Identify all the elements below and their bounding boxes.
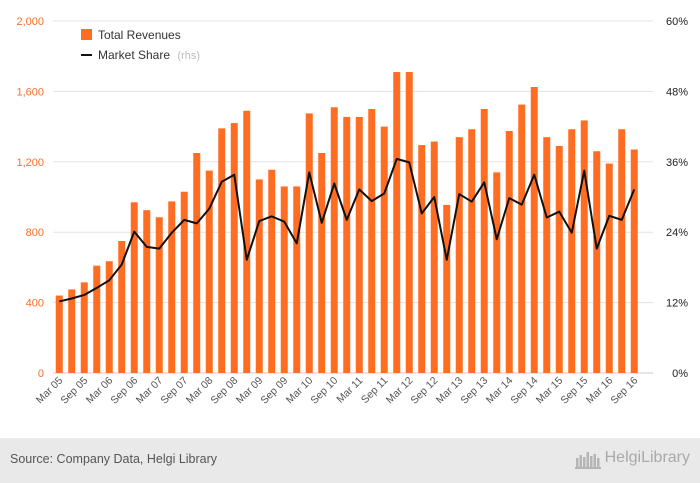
revenue-bar bbox=[380, 126, 388, 373]
y-left-tick-label: 800 bbox=[26, 227, 44, 239]
revenue-bar bbox=[93, 265, 101, 373]
x-tick-label: Sep 13 bbox=[458, 375, 490, 407]
x-tick-label: Sep 11 bbox=[359, 375, 391, 407]
revenue-bar bbox=[443, 204, 451, 373]
brand-name: HelgiLibrary bbox=[604, 449, 690, 466]
revenue-bar bbox=[530, 87, 538, 373]
revenue-bar bbox=[255, 179, 263, 373]
x-tick-label: Sep 14 bbox=[508, 375, 540, 407]
revenue-bar bbox=[155, 217, 163, 373]
legend-swatch-revenues bbox=[81, 29, 92, 40]
legend-label-revenues: Total Revenues bbox=[98, 28, 181, 42]
revenue-bar bbox=[568, 129, 576, 373]
revenue-bar bbox=[68, 289, 76, 373]
revenue-bar bbox=[555, 145, 563, 373]
y-right-tick-label: 0% bbox=[672, 368, 688, 380]
revenue-bars bbox=[55, 72, 638, 374]
y-right-tick-label: 48% bbox=[666, 86, 688, 98]
y-left-tick-label: 1,600 bbox=[16, 86, 44, 98]
y-right-tick-label: 36% bbox=[666, 157, 688, 169]
revenue-bar bbox=[168, 201, 176, 373]
y-left-tick-label: 0 bbox=[38, 368, 44, 380]
legend: Total Revenues Market Share (rhs) bbox=[81, 28, 200, 62]
x-tick-label: Sep 07 bbox=[158, 375, 190, 407]
revenue-bar bbox=[343, 116, 351, 374]
revenue-bar bbox=[243, 110, 251, 373]
revenue-bar bbox=[468, 129, 476, 373]
y-axis-right: 0% 12% 24% 36% 48% 60% bbox=[666, 16, 688, 380]
revenue-bar bbox=[543, 137, 551, 373]
revenue-bar bbox=[493, 172, 501, 373]
source-note: Source: Company Data, Helgi Library bbox=[10, 452, 218, 466]
revenue-bar bbox=[368, 109, 376, 373]
revenue-bar bbox=[180, 191, 188, 373]
x-tick-label: Sep 10 bbox=[308, 375, 340, 407]
revenue-bar bbox=[118, 241, 126, 373]
chart: 0 400 800 1,200 1,600 2,000 0% 12% 24% 36% 48% 60%… bbox=[16, 16, 688, 407]
y-right-tick-label: 60% bbox=[666, 16, 688, 28]
y-left-tick-label: 1,200 bbox=[16, 157, 44, 169]
market-share-line bbox=[59, 157, 636, 303]
revenue-bar bbox=[330, 107, 338, 374]
x-tick-label: Mar 11 bbox=[334, 375, 365, 406]
x-tick-label: Sep 16 bbox=[608, 375, 640, 407]
x-tick-label: Sep 05 bbox=[58, 375, 90, 407]
revenue-bar bbox=[293, 186, 301, 373]
x-tick-label: Sep 06 bbox=[108, 375, 140, 407]
x-tick-label: Sep 09 bbox=[258, 375, 290, 407]
revenue-bar bbox=[55, 295, 63, 373]
revenue-bar bbox=[280, 186, 288, 373]
revenue-bar bbox=[480, 109, 488, 373]
gridlines bbox=[53, 20, 653, 374]
svg-text:Market Share (rhs): Market Share (rhs) bbox=[98, 48, 200, 62]
revenue-bar bbox=[418, 145, 426, 373]
revenue-bar bbox=[80, 282, 88, 373]
revenue-bar bbox=[105, 261, 113, 373]
revenue-bar bbox=[318, 153, 326, 373]
revenue-bar bbox=[430, 141, 438, 373]
revenue-bar bbox=[230, 123, 238, 373]
revenue-bar bbox=[268, 169, 276, 373]
y-left-tick-label: 2,000 bbox=[16, 16, 44, 28]
library-logo-icon bbox=[574, 452, 601, 469]
revenue-bar bbox=[630, 149, 638, 373]
x-tick-label: Sep 08 bbox=[208, 375, 240, 407]
revenue-bar bbox=[593, 151, 601, 373]
revenue-bar bbox=[580, 120, 588, 373]
y-axis-left: 0 400 800 1,200 1,600 2,000 bbox=[16, 16, 44, 380]
revenue-bar bbox=[143, 210, 151, 373]
legend-label-share: Market Share bbox=[98, 48, 170, 62]
revenue-bar bbox=[518, 104, 526, 373]
revenue-bar bbox=[405, 72, 413, 373]
revenue-bar bbox=[605, 163, 613, 373]
revenue-bar bbox=[193, 153, 201, 373]
revenue-bar bbox=[305, 113, 313, 374]
y-left-tick-label: 400 bbox=[26, 298, 44, 310]
revenue-bar bbox=[505, 131, 513, 373]
footer: Source: Company Data, Helgi Library Helg… bbox=[0, 438, 700, 483]
revenue-bar bbox=[218, 128, 226, 373]
brand: HelgiLibrary bbox=[574, 447, 690, 469]
legend-label-share-suffix: (rhs) bbox=[177, 50, 200, 62]
revenue-bar bbox=[393, 72, 401, 373]
revenue-bar bbox=[455, 137, 463, 373]
revenue-bar bbox=[618, 129, 626, 373]
revenue-bar bbox=[355, 116, 363, 374]
x-tick-label: Sep 12 bbox=[408, 375, 440, 407]
y-right-tick-label: 24% bbox=[666, 227, 688, 239]
revenue-bar bbox=[205, 170, 213, 373]
revenue-bar bbox=[130, 202, 138, 373]
y-right-tick-label: 12% bbox=[666, 298, 688, 310]
x-tick-label: Sep 15 bbox=[558, 375, 590, 407]
